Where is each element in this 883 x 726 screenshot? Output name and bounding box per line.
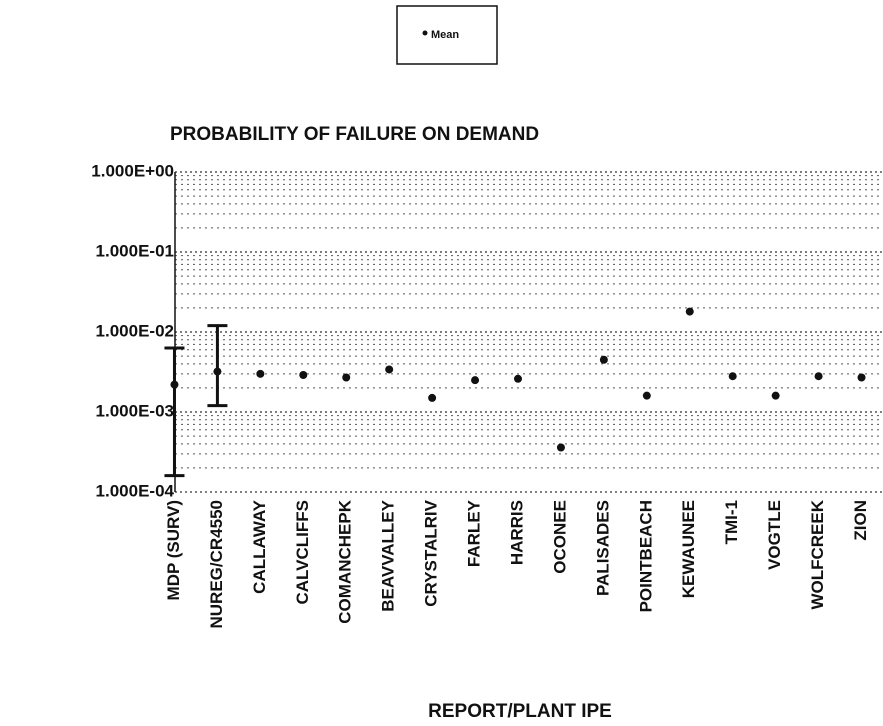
x-tick-label: NUREG/CR4550 — [207, 500, 226, 629]
mean-point — [814, 372, 823, 381]
x-tick-label: CRYSTALRIV — [422, 499, 441, 606]
mean-point — [685, 307, 694, 316]
mean-point — [599, 355, 608, 364]
y-tick-label: 1.000E-04 — [96, 481, 175, 500]
x-tick-label: BEAVVALLEY — [379, 499, 398, 611]
x-tick-label: WOLFCREEK — [808, 499, 827, 609]
x-tick-label: VOGTLE — [765, 500, 784, 570]
mean-point — [556, 443, 565, 452]
x-tick-label: OCONEE — [550, 500, 569, 574]
x-tick-label: HARRIS — [507, 500, 526, 565]
x-tick-label: CALVCLIFFS — [293, 500, 312, 605]
x-tick-label: TMI-1 — [722, 500, 741, 544]
mean-point — [471, 376, 480, 385]
mean-point — [857, 373, 866, 382]
chart-title: PROBABILITY OF FAILURE ON DEMAND — [170, 124, 539, 145]
mean-point — [170, 380, 179, 389]
mean-point — [428, 393, 437, 402]
y-tick-label: 1.000E-01 — [96, 241, 174, 260]
x-tick-label: FARLEY — [465, 499, 484, 567]
legend-label: Mean — [431, 29, 459, 41]
y-tick-label: 1.000E+00 — [91, 161, 174, 180]
x-tick-label: KEWAUNEE — [679, 500, 698, 598]
mean-point — [299, 371, 308, 380]
y-tick-label: 1.000E-02 — [96, 321, 174, 340]
mean-point — [771, 391, 780, 400]
mean-point — [213, 367, 222, 376]
mean-point — [642, 391, 651, 400]
x-tick-label: CALLAWAY — [250, 499, 269, 593]
legend-box — [396, 5, 498, 65]
legend-marker — [422, 30, 428, 36]
mean-point — [385, 365, 394, 374]
x-tick-label: ZION — [851, 500, 870, 541]
x-tick-label: COMANCHEPK — [336, 499, 355, 623]
x-tick-label: MDP (SURV) — [164, 500, 183, 600]
x-axis-label: REPORT/PLANT IPE — [428, 701, 612, 722]
mean-point — [256, 369, 265, 378]
x-tick-label: POINTBEACH — [636, 500, 655, 612]
x-tick-label: PALISADES — [593, 500, 612, 596]
mean-point — [514, 374, 522, 383]
mean-point — [342, 373, 351, 382]
mean-point — [728, 372, 737, 381]
y-tick-label: 1.000E-03 — [96, 401, 174, 420]
